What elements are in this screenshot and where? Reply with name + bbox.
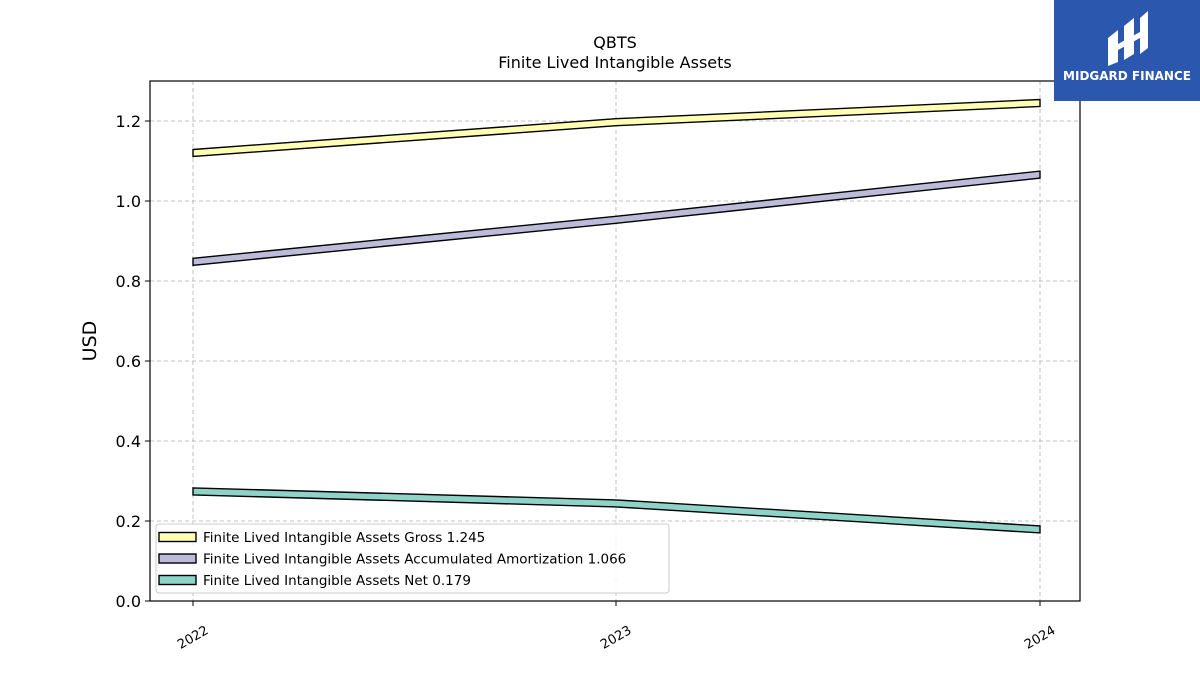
y-tick-label: 0.0 <box>116 592 141 611</box>
legend: Finite Lived Intangible Assets Gross 1.2… <box>155 523 670 594</box>
x-tick-label: 2024 <box>1022 623 1058 653</box>
y-tick-label: 0.8 <box>116 272 141 291</box>
series-line-2 <box>192 170 1041 267</box>
y-tick-label: 0.4 <box>116 432 141 451</box>
legend-box <box>155 523 670 594</box>
chart-title: QBTS <box>593 33 637 52</box>
x-tick-label: 2022 <box>175 623 211 653</box>
legend-label: Finite Lived Intangible Assets Gross 1.2… <box>203 530 485 546</box>
series-line-3 <box>192 487 1041 534</box>
x-tick-label: 2023 <box>598 623 634 653</box>
y-tick-label: 1.2 <box>116 112 141 131</box>
x-axis: 2022 2023 2024 <box>175 601 1058 653</box>
legend-swatch <box>158 553 197 564</box>
series-line-1 <box>192 98 1041 158</box>
brand-name: MIDGARD FINANCE <box>1063 69 1191 83</box>
midgard-logo-icon <box>1108 11 1148 66</box>
y-axis-label: USD <box>79 321 101 362</box>
chart-subtitle: Finite Lived Intangible Assets <box>498 53 731 72</box>
legend-label: Finite Lived Intangible Assets Net 0.179 <box>203 573 471 589</box>
brand-logo: MIDGARD FINANCE <box>1054 0 1200 101</box>
plot-frame <box>149 80 1081 602</box>
y-tick-label: 1.0 <box>116 192 141 211</box>
y-tick-label: 0.6 <box>116 352 141 371</box>
series-layer <box>192 98 1041 534</box>
y-tick-label: 0.2 <box>116 512 141 531</box>
y-axis: 0.0 0.2 0.4 0.6 0.8 1.0 1.2 <box>116 112 150 611</box>
legend-swatch <box>158 574 197 586</box>
legend-label: Finite Lived Intangible Assets Accumulat… <box>203 552 626 568</box>
legend-swatch <box>158 531 197 543</box>
